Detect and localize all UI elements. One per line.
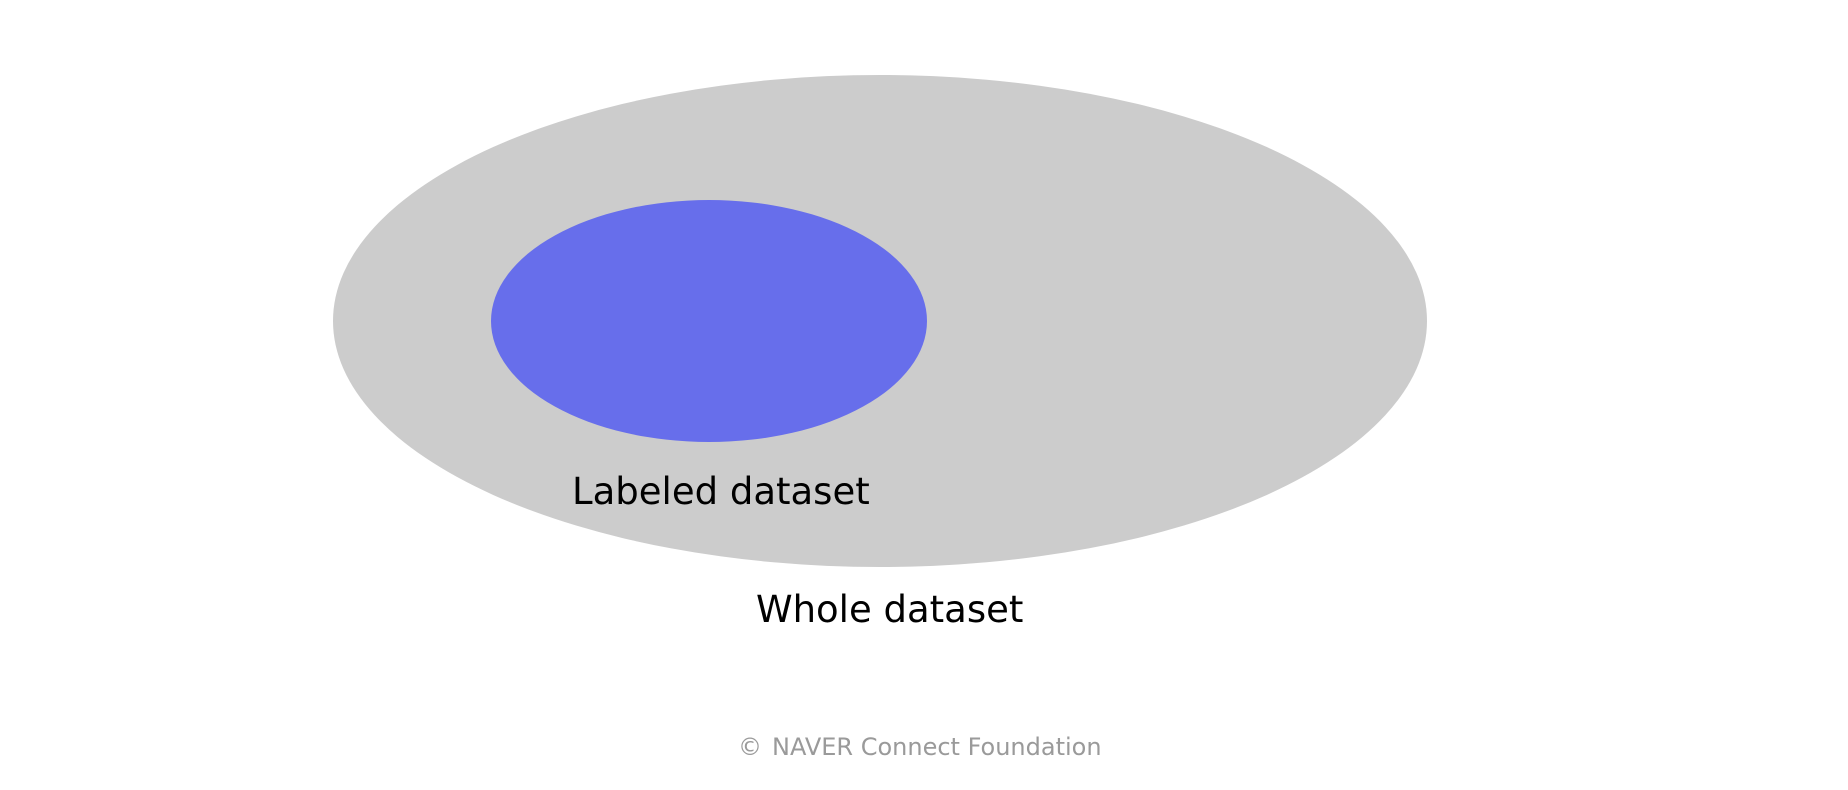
footer-credit: © NAVER Connect Foundation [738, 735, 1102, 759]
footer-text: NAVER Connect Foundation [772, 733, 1102, 761]
whole-dataset-label: Whole dataset [756, 588, 1024, 631]
copyright-icon: © [738, 733, 762, 761]
labeled-dataset-ellipse [491, 200, 927, 442]
labeled-dataset-label: Labeled dataset [572, 470, 870, 513]
